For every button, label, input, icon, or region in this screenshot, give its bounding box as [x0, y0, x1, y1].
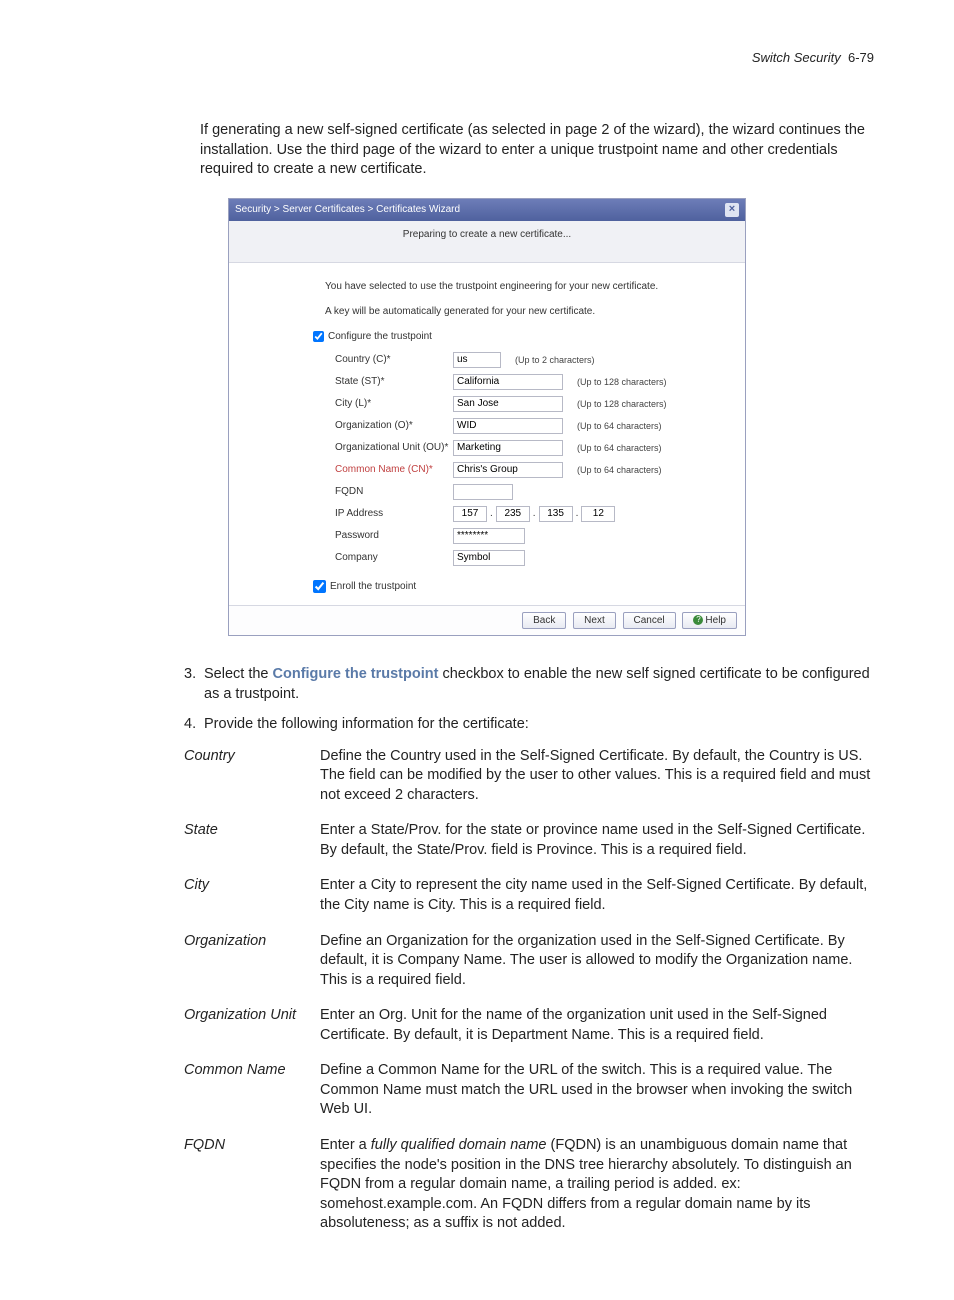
pw-input[interactable]	[453, 528, 525, 544]
enroll-trustpoint-label: Enroll the trustpoint	[330, 581, 416, 592]
definition-desc: Enter a State/Prov. for the state or pro…	[320, 821, 874, 860]
cn-hint: (Up to 64 characters)	[577, 465, 662, 475]
next-button[interactable]: Next	[573, 612, 616, 629]
back-button[interactable]: Back	[522, 612, 566, 629]
list-item-4: Provide the following information for th…	[204, 714, 874, 734]
enroll-trustpoint-checkbox[interactable]	[313, 580, 326, 593]
definition-term: Common Name	[184, 1061, 320, 1120]
help-icon: ?	[693, 615, 703, 625]
list-number-4: 4.	[184, 714, 204, 734]
header-page: 6-79	[848, 50, 874, 65]
wizard-footer: Back Next Cancel ?Help	[229, 605, 745, 635]
definition-row: Organization UnitEnter an Org. Unit for …	[184, 1006, 874, 1045]
fqdn-input[interactable]	[453, 484, 513, 500]
ip-input-2[interactable]	[496, 506, 530, 522]
wizard-subtitle: Preparing to create a new certificate...	[229, 221, 745, 263]
page-header: Switch Security 6-79	[80, 50, 874, 65]
definition-term: State	[184, 821, 320, 860]
ip-input-3[interactable]	[539, 506, 573, 522]
definition-row: CityEnter a City to represent the city n…	[184, 876, 874, 915]
org-label: Organization (O)*	[335, 420, 453, 431]
city-hint: (Up to 128 characters)	[577, 399, 667, 409]
ip-label: IP Address	[335, 508, 453, 519]
ou-input[interactable]	[453, 440, 563, 456]
definition-desc: Enter a fully qualified domain name (FQD…	[320, 1136, 874, 1234]
definition-desc: Define an Organization for the organizat…	[320, 932, 874, 991]
wizard-msg-2: A key will be automatically generated fo…	[325, 306, 731, 317]
country-label: Country (C)*	[335, 354, 453, 365]
country-input[interactable]	[453, 352, 501, 368]
comp-input[interactable]	[453, 550, 525, 566]
definition-desc: Define the Country used in the Self-Sign…	[320, 747, 874, 806]
comp-label: Company	[335, 552, 453, 563]
definition-term: FQDN	[184, 1136, 320, 1234]
definition-term: City	[184, 876, 320, 915]
header-section: Switch Security	[752, 50, 841, 65]
ou-hint: (Up to 64 characters)	[577, 443, 662, 453]
definition-row: FQDNEnter a fully qualified domain name …	[184, 1136, 874, 1234]
state-label: State (ST)*	[335, 376, 453, 387]
ip-input-1[interactable]	[453, 506, 487, 522]
cn-input[interactable]	[453, 462, 563, 478]
definition-desc: Define a Common Name for the URL of the …	[320, 1061, 874, 1120]
cancel-button[interactable]: Cancel	[623, 612, 676, 629]
definition-row: OrganizationDefine an Organization for t…	[184, 932, 874, 991]
state-input[interactable]	[453, 374, 563, 390]
org-input[interactable]	[453, 418, 563, 434]
definition-term: Organization	[184, 932, 320, 991]
definition-row: CountryDefine the Country used in the Se…	[184, 747, 874, 806]
definition-desc: Enter a City to represent the city name …	[320, 876, 874, 915]
close-icon[interactable]: ×	[725, 203, 739, 217]
ou-label: Organizational Unit (OU)*	[335, 442, 453, 453]
wizard-title-text: Security > Server Certificates > Certifi…	[235, 204, 460, 215]
configure-trustpoint-bold: Configure the trustpoint	[273, 666, 439, 682]
list-item-3: Select the Configure the trustpoint chec…	[204, 664, 874, 705]
cn-label: Common Name (CN)*	[335, 464, 453, 475]
definition-row: Common NameDefine a Common Name for the …	[184, 1061, 874, 1120]
configure-trustpoint-label: Configure the trustpoint	[328, 331, 432, 342]
certificates-wizard-dialog: Security > Server Certificates > Certifi…	[228, 198, 746, 636]
pw-label: Password	[335, 530, 453, 541]
wizard-msg-1: You have selected to use the trustpoint …	[325, 281, 731, 292]
definition-row: StateEnter a State/Prov. for the state o…	[184, 821, 874, 860]
intro-paragraph: If generating a new self-signed certific…	[200, 121, 874, 180]
country-hint: (Up to 2 characters)	[515, 355, 595, 365]
configure-trustpoint-checkbox[interactable]	[313, 331, 324, 342]
definition-desc: Enter an Org. Unit for the name of the o…	[320, 1006, 874, 1045]
wizard-titlebar: Security > Server Certificates > Certifi…	[229, 199, 745, 221]
definition-term: Organization Unit	[184, 1006, 320, 1045]
fqdn-label: FQDN	[335, 486, 453, 497]
city-input[interactable]	[453, 396, 563, 412]
ip-input-4[interactable]	[581, 506, 615, 522]
org-hint: (Up to 64 characters)	[577, 421, 662, 431]
definition-term: Country	[184, 747, 320, 806]
state-hint: (Up to 128 characters)	[577, 377, 667, 387]
city-label: City (L)*	[335, 398, 453, 409]
help-button[interactable]: ?Help	[682, 612, 737, 629]
list-number-3: 3.	[184, 664, 204, 705]
